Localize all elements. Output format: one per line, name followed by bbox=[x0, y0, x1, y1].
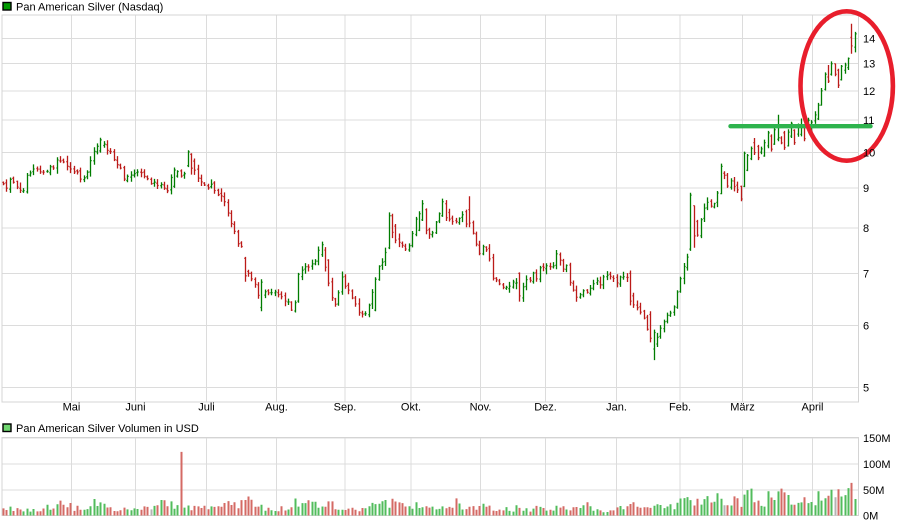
svg-text:7: 7 bbox=[863, 268, 869, 280]
svg-text:März: März bbox=[730, 402, 754, 414]
svg-text:Aug.: Aug. bbox=[265, 402, 288, 414]
svg-text:Jan.: Jan. bbox=[606, 402, 627, 414]
svg-text:9: 9 bbox=[863, 183, 869, 195]
svg-text:Okt.: Okt. bbox=[401, 402, 421, 414]
svg-text:Mai: Mai bbox=[63, 402, 81, 414]
svg-text:14: 14 bbox=[863, 34, 875, 46]
svg-text:6: 6 bbox=[863, 321, 869, 333]
svg-text:11: 11 bbox=[863, 115, 874, 127]
svg-text:Feb.: Feb. bbox=[669, 402, 691, 414]
svg-text:Juni: Juni bbox=[125, 402, 145, 414]
svg-text:150M: 150M bbox=[863, 433, 891, 445]
svg-text:13: 13 bbox=[863, 59, 875, 71]
svg-text:50M: 50M bbox=[863, 485, 884, 497]
svg-text:5: 5 bbox=[863, 382, 869, 394]
svg-text:0M: 0M bbox=[863, 511, 878, 523]
svg-text:Dez.: Dez. bbox=[534, 402, 557, 414]
svg-text:Pan American Silver Volumen in: Pan American Silver Volumen in USD bbox=[16, 423, 199, 435]
svg-text:12: 12 bbox=[863, 86, 875, 98]
svg-text:100M: 100M bbox=[863, 459, 891, 471]
svg-text:April: April bbox=[801, 402, 823, 414]
svg-text:Sep.: Sep. bbox=[334, 402, 357, 414]
svg-text:10: 10 bbox=[863, 148, 875, 160]
svg-text:Nov.: Nov. bbox=[470, 402, 492, 414]
svg-text:Pan American Silver (Nasdaq): Pan American Silver (Nasdaq) bbox=[16, 2, 163, 14]
svg-text:8: 8 bbox=[863, 223, 869, 235]
svg-text:Juli: Juli bbox=[198, 402, 215, 414]
